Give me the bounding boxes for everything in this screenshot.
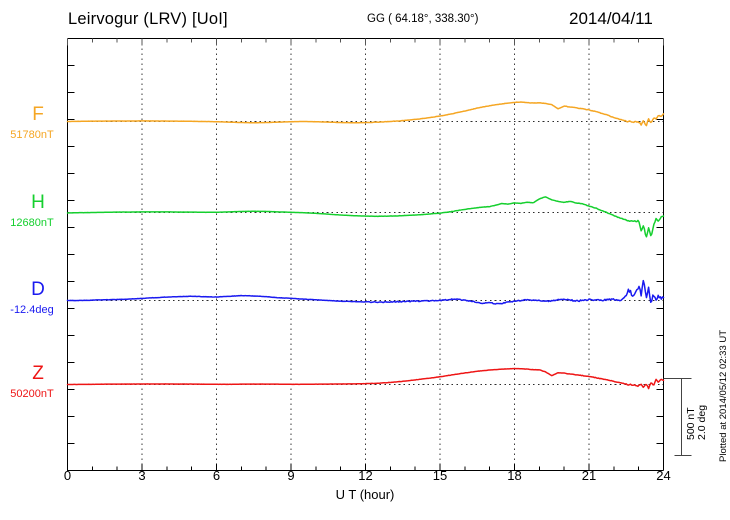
x-tick-label-24: 24 <box>656 468 671 483</box>
x-tick-label-3: 3 <box>138 468 146 483</box>
x-axis-title: U T (hour) <box>335 487 395 502</box>
x-tick-label-6: 6 <box>212 468 221 483</box>
component-baseline-h: 12680nT <box>10 217 54 229</box>
scale-bar <box>663 377 692 457</box>
component-baseline-d: -12.4deg <box>10 304 54 316</box>
scale-bar-deg-label: 2.0 deg <box>696 404 708 440</box>
component-label-z: Z <box>32 363 44 384</box>
x-tick-label-12: 12 <box>358 468 373 483</box>
component-label-d: D <box>31 279 45 300</box>
x-tick-label-0: 0 <box>63 468 72 483</box>
component-baseline-f: 51780nT <box>10 129 54 141</box>
axis-ticks <box>66 38 665 471</box>
component-baseline-z: 50200nT <box>10 388 54 400</box>
x-tick-label-9: 9 <box>287 468 295 483</box>
component-label-f: F <box>32 104 44 125</box>
baseline-layer <box>67 121 664 385</box>
plotted-at-timestamp: Plotted at 2014/05/12 02:33 UT <box>718 329 729 462</box>
x-tick-label-21: 21 <box>581 468 597 483</box>
page-title: Leirvogur (LRV) [UoI] <box>68 10 228 28</box>
component-label-h: H <box>31 192 45 213</box>
observation-date: 2014/04/11 <box>569 9 653 28</box>
x-tick-label-15: 15 <box>432 468 448 483</box>
x-tick-label-18: 18 <box>507 468 522 483</box>
grid-layer <box>141 38 590 471</box>
trace-layer <box>66 101 665 390</box>
geographic-coordinates: GG ( 64.18°, 338.30°) <box>367 13 479 25</box>
